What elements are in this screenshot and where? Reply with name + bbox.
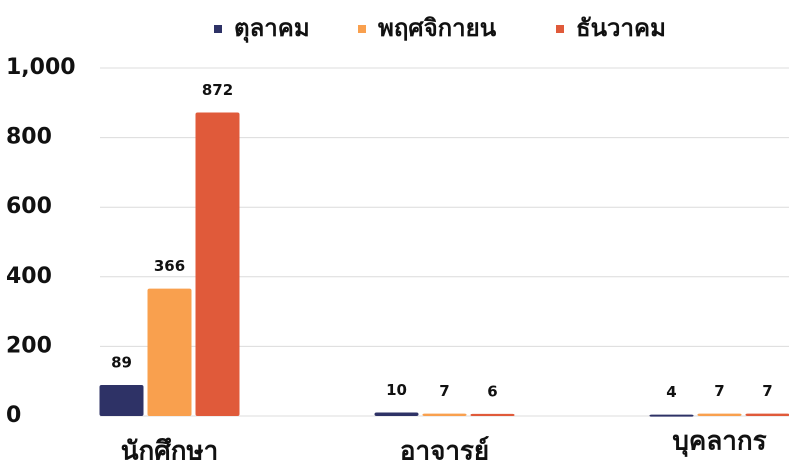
value-label: 10 [386,381,407,399]
value-label: 7 [762,382,772,400]
legend-label: พฤศจิกายน [378,14,497,42]
bar [195,112,240,416]
value-label: 4 [666,383,676,401]
value-label: 872 [202,81,233,99]
legend-label: ตุลาคม [234,14,310,44]
value-label: 6 [487,382,497,400]
y-tick-label: 200 [6,333,52,358]
bar [649,414,694,417]
y-tick-label: 0 [6,403,21,428]
bar [99,385,144,416]
x-tick-label: บุคลากร [672,427,766,458]
x-tick-label: อาจารย์ [400,436,489,467]
value-label: 7 [714,382,724,400]
y-tick-label: 600 [6,194,52,219]
bar [697,413,742,416]
value-label: 7 [439,382,449,400]
legend-label: ธันวาคม [576,14,666,42]
bar [147,288,192,416]
value-label: 366 [154,257,185,275]
value-label: 89 [111,354,132,372]
bar [470,413,515,416]
legend-swatch [358,25,366,33]
y-tick-label: 1,000 [6,55,76,80]
y-tick-label: 400 [6,264,52,289]
x-tick-label: นักศึกษา [121,437,219,467]
legend-swatch [214,25,222,33]
y-tick-label: 800 [6,125,52,150]
legend-swatch [556,25,564,33]
bar [745,413,789,416]
bar [374,412,419,416]
bar [422,413,467,416]
